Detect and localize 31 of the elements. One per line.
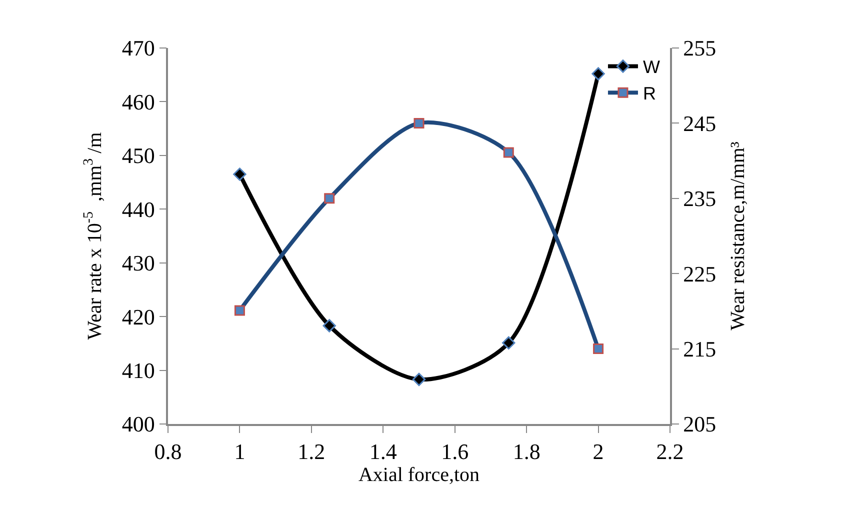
y2-tick-label: 225 xyxy=(683,261,716,286)
y2-tick-label: 255 xyxy=(683,36,716,61)
point xyxy=(412,372,426,386)
y-tick-label: 450 xyxy=(122,143,155,168)
y2-tick-label: 205 xyxy=(683,412,716,437)
x-tick-label: 1.8 xyxy=(512,439,540,464)
x-axis-title: Axial force,ton xyxy=(358,464,480,486)
y2-tick-label: 245 xyxy=(683,110,716,136)
y2-axis-title: Wear resistance,m/mm³ xyxy=(727,142,750,330)
y-tick-label: 430 xyxy=(122,250,155,276)
y-tick-label: 420 xyxy=(122,304,155,330)
y-tick-label: 460 xyxy=(122,89,155,114)
legend-label: R xyxy=(642,84,656,104)
x-tick-label: 2 xyxy=(592,439,604,464)
x-tick-label: 2.2 xyxy=(656,439,684,464)
point xyxy=(592,67,605,80)
x-tick-label: 1.6 xyxy=(441,439,469,464)
y-tick-label: 400 xyxy=(122,412,155,437)
legend-label: W xyxy=(642,57,660,78)
y-tick-label: 440 xyxy=(122,196,155,222)
x-tick-label: 1.2 xyxy=(298,439,326,464)
y2-tick-label: 235 xyxy=(683,186,716,212)
point xyxy=(322,319,336,332)
point xyxy=(502,336,516,350)
y2-tick-label: 215 xyxy=(683,336,716,362)
x-tick-label: 1 xyxy=(234,439,246,464)
x-tick-label: 0.8 xyxy=(154,439,182,464)
y-tick-label: 470 xyxy=(122,36,155,61)
point xyxy=(233,168,246,181)
y-tick-label: 410 xyxy=(122,358,155,383)
x-tick-label: 1.4 xyxy=(369,439,397,464)
